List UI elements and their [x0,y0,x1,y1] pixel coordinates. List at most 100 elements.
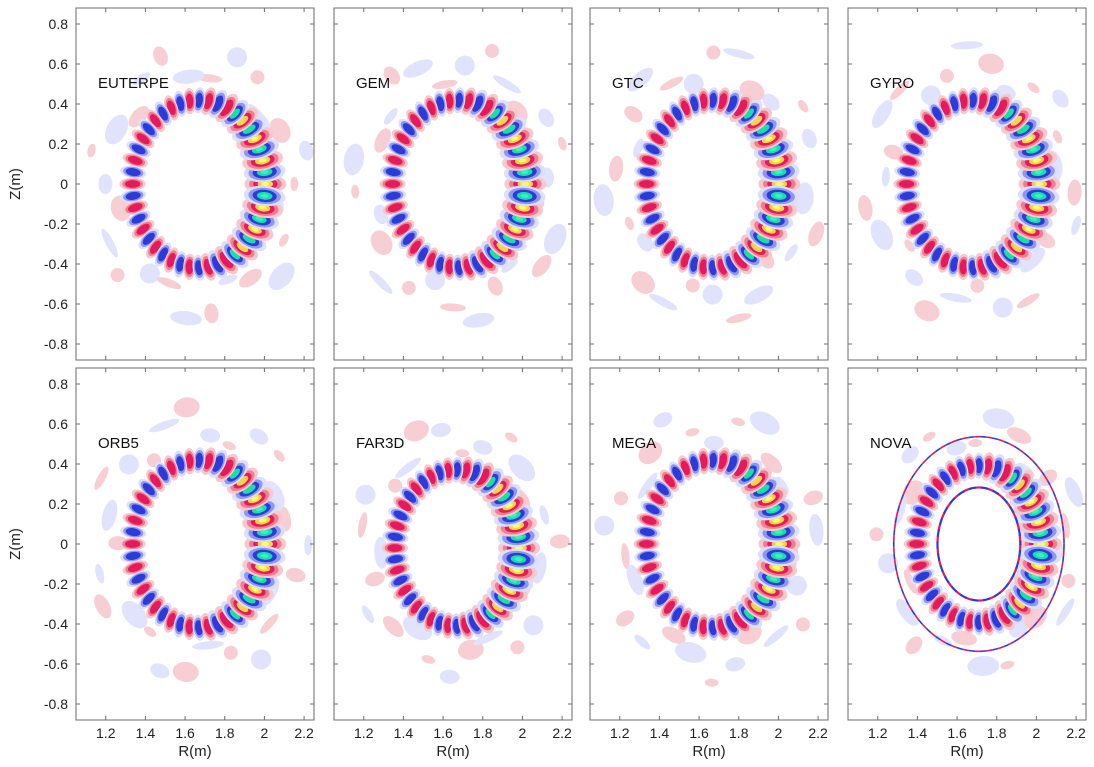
positive-lobe [903,537,930,551]
x-axis-label: R(m) [178,743,211,760]
negative-lobe [386,210,411,228]
halo-blob [222,441,236,451]
halo-blob [251,649,272,670]
halo-blob [172,69,205,84]
positive-lobe [1001,107,1032,135]
halo-blob [744,285,774,305]
positive-lobe [660,235,679,259]
halo-blob [549,534,570,549]
halo-blob [268,262,295,291]
halo-blob [921,85,942,106]
positive-lobe [905,129,929,149]
halo-blob [94,594,112,619]
halo-blob [531,254,552,278]
halo-blob [365,571,385,587]
negative-lobe [894,189,921,203]
outer-halo [94,397,313,682]
panel-label: EUTERPE [98,75,169,92]
positive-lobe [474,93,499,122]
panel-nova [869,408,1083,677]
halo-blob [473,630,503,646]
negative-lobe [910,503,935,520]
mode-ring [893,87,1061,281]
positive-lobe [994,600,1015,631]
positive-lobe [226,467,259,494]
halo-blob [558,136,567,151]
negative-lobe [722,250,742,279]
negative-lobe [243,545,286,567]
halo-blob [462,312,495,328]
halo-blob [627,67,654,92]
positive-lobe [660,469,679,492]
halo-blob [382,616,404,638]
positive-lobe [645,579,669,599]
negative-lobe [481,100,509,128]
y-tick-label: 0.8 [49,16,69,32]
positive-lobe [406,235,425,259]
halo-blob [951,41,983,50]
x-tick-label: 1.6 [947,725,967,741]
halo-blob [939,68,954,83]
halo-blob [970,278,985,293]
halo-blob [95,563,105,584]
halo-blob [143,626,157,637]
halo-blob [538,108,555,128]
positive-lobe [633,537,660,551]
negative-lobe [380,165,407,179]
halo-blob [369,270,393,294]
negative-lobe [634,525,661,539]
positive-lobe [928,473,948,496]
negative-lobe [380,189,407,203]
halo-blob [227,47,248,68]
positive-lobe [697,253,710,281]
positive-lobe [146,595,165,619]
positive-lobe [486,234,519,261]
halo-blob [343,143,365,176]
halo-blob [706,45,721,60]
positive-lobe [957,253,970,281]
negative-lobe [138,118,160,140]
halo-blob [273,449,285,462]
negative-lobe [640,210,665,228]
halo-blob [218,274,238,285]
halo-blob [128,105,149,128]
positive-lobe [729,605,752,635]
negative-lobe [1006,116,1041,142]
halo-blob [870,219,893,251]
x-tick-label: 2 [1033,725,1041,741]
positive-lobe [994,457,1015,488]
halo-blob [200,428,221,443]
x-axis-label: R(m) [692,743,725,760]
halo-blob [1061,573,1076,588]
halo-blob [156,277,182,290]
halo-blob [510,640,525,655]
y-tick-label: -0.6 [44,656,68,672]
negative-lobe [452,87,466,114]
halo-blob [204,303,219,324]
negative-lobe [138,228,160,250]
positive-lobe [928,592,948,615]
halo-blob [760,452,783,474]
negative-lobe [668,461,686,486]
negative-lobe [221,600,249,629]
y-tick-label: -0.2 [44,216,68,232]
x-tick-label: 1.6 [689,725,709,741]
x-tick-label: 1.4 [136,725,156,741]
halo-blob [967,655,1000,677]
positive-lobe [214,453,239,482]
negative-lobe [192,447,206,474]
mode-ring [119,447,287,641]
negative-lobe [640,570,665,587]
negative-lobe [652,588,674,610]
halo-blob [903,569,917,594]
halo-blob [725,657,746,672]
positive-lobe [1013,488,1049,515]
halo-blob [798,100,809,113]
positive-lobe [920,236,939,259]
x-tick-label: 2.2 [294,725,314,741]
halo-blob [685,428,700,437]
positive-lobe [119,177,146,191]
halo-blob [795,617,810,632]
halo-blob [172,661,199,682]
